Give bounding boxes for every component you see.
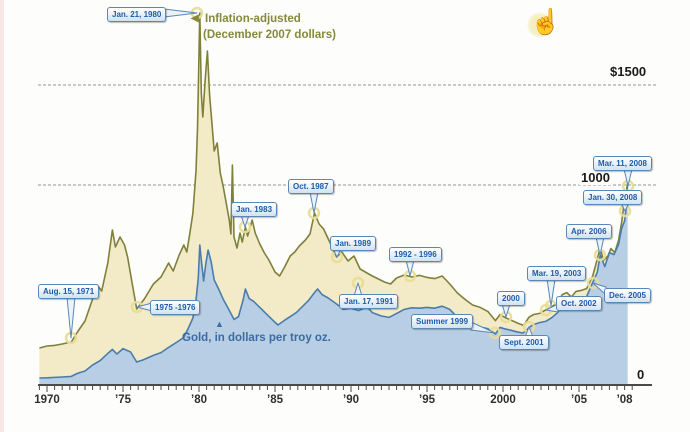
annotation-callout: 1992 - 1996	[389, 247, 442, 262]
inflation-adjusted-label-line2: (December 2007 dollars)	[203, 29, 336, 41]
nominal-line	[39, 184, 629, 379]
annotation-callout: Jan. 21, 1980	[107, 7, 167, 22]
annotation-callout: Summer 1999	[411, 314, 474, 329]
x-tick-label-2008: ’08	[616, 394, 633, 406]
annotation-callout: Aug. 15, 1971	[38, 284, 100, 299]
y-axis-label-1000: 1000	[579, 170, 612, 185]
annotation-callout: Apr. 2006	[566, 224, 612, 239]
x-tick-label-2000: 2000	[490, 394, 516, 406]
inflation-adjusted-label-line1: Inflation-adjusted	[205, 13, 301, 25]
annotation-callout: 1975 -1976	[150, 300, 201, 315]
x-tick-label-1985: ’85	[267, 394, 283, 406]
annotation-callout: Oct. 1987	[288, 179, 334, 194]
inflation-adjusted-area	[39, 13, 628, 385]
annotation-tail	[66, 296, 76, 339]
nominal-area	[39, 185, 628, 385]
x-tick-label-1975: ’75	[115, 394, 131, 406]
cursor-click-glow	[527, 12, 553, 38]
annotation-callout: Sept. 2001	[499, 335, 549, 350]
x-tick-label-1995: ’95	[419, 394, 435, 406]
gold-series-label: Gold, in dollars per troy oz.	[182, 332, 331, 344]
y-axis-label-1500: $1500	[608, 64, 649, 79]
y-axis-label-0: 0	[635, 367, 647, 382]
annotation-callout: Mar. 19, 2003	[527, 266, 587, 281]
x-tick-label-1980: ’80	[191, 394, 207, 406]
left-edge-strip	[0, 0, 4, 432]
x-tick-label-1970: 1970	[34, 394, 60, 406]
marker-ring	[488, 326, 502, 340]
annotation-callout: 2000	[497, 291, 525, 306]
annotation-callout: Jan. 17, 1991	[339, 294, 399, 309]
annotation-callout: Mar. 11, 2008	[593, 156, 652, 171]
annotation-callout: Dec. 2005	[604, 288, 651, 303]
annotation-tail	[405, 259, 415, 277]
annotation-callout: Jan. 1989	[330, 236, 377, 251]
gold-series-arrow-icon: ▲	[215, 319, 224, 329]
x-tick-label-2005: ’05	[571, 394, 587, 406]
annotation-callout: Jan. 1983	[231, 202, 278, 217]
inflation-adjusted-arrow-icon: ◀	[191, 13, 199, 24]
x-tick-label-1990: ’90	[343, 394, 359, 406]
annotation-callout: Jan. 30, 2008	[583, 190, 643, 205]
cursor-hand-glyph: ☝	[530, 8, 562, 36]
marker-ring	[586, 276, 600, 290]
annotation-callout: Oct. 2002	[556, 296, 602, 311]
